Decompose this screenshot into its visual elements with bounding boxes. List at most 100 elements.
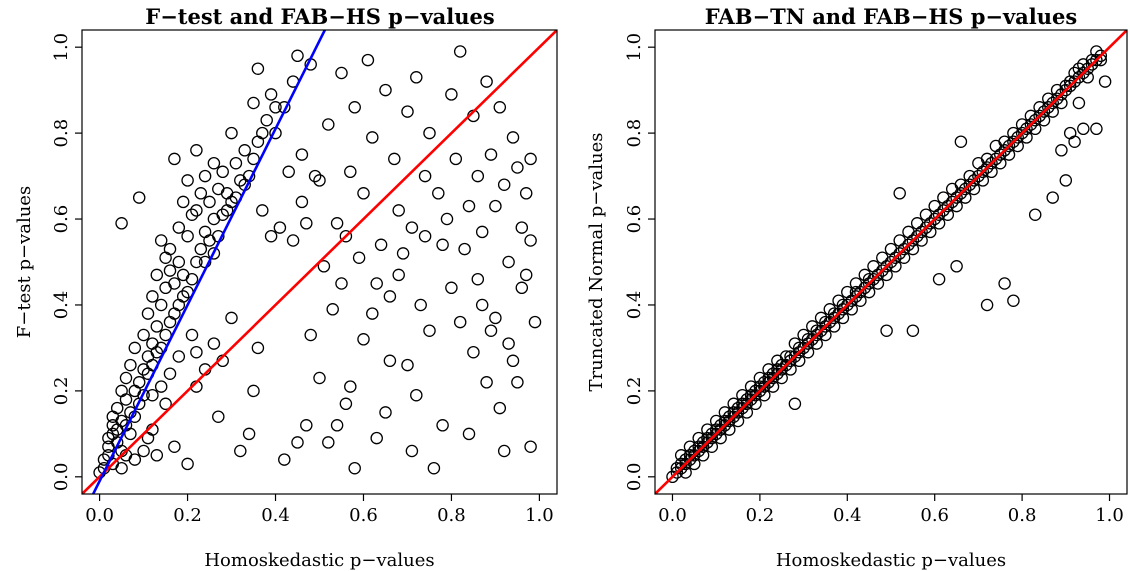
scatter-point	[937, 191, 950, 204]
scatter-point	[225, 195, 238, 209]
scatter-point	[106, 410, 120, 423]
scatter-point	[410, 388, 423, 402]
scatter-point	[348, 101, 361, 114]
scatter-point	[1042, 92, 1055, 105]
scatter-point	[497, 178, 511, 191]
scatter-point	[801, 345, 815, 359]
scatter-point	[330, 419, 344, 432]
scatter-point	[1028, 122, 1042, 136]
scatter-point	[985, 156, 998, 170]
scatter-point	[172, 350, 186, 363]
scatter-point	[304, 328, 317, 342]
x-axis-label: Homoskedastic p−values	[204, 550, 434, 571]
scatter-point	[775, 371, 788, 385]
scatter-point	[1007, 294, 1020, 307]
plot-frame	[81, 29, 558, 495]
scatter-point	[814, 311, 828, 325]
y-tick-label: 0.4	[624, 291, 645, 320]
scatter-point	[220, 187, 234, 200]
scatter-point	[163, 315, 177, 329]
scatter-point	[317, 260, 331, 273]
scatter-point	[950, 199, 963, 213]
scatter-point	[714, 431, 727, 445]
scatter-point	[797, 328, 810, 342]
scatter-point	[484, 324, 498, 337]
scatter-point	[308, 169, 322, 183]
scatter-point	[110, 401, 124, 415]
scatter-point	[511, 376, 524, 389]
scatter-point	[366, 307, 379, 320]
scatter-point	[489, 311, 502, 325]
scatter-point	[972, 156, 985, 170]
scatter-point	[1059, 174, 1073, 187]
scatter-point	[383, 290, 397, 303]
scatter-point	[731, 414, 745, 428]
scatter-point	[902, 225, 915, 239]
scatter-point	[330, 217, 344, 230]
scatter-point	[335, 277, 348, 290]
scatter-point	[806, 320, 819, 333]
scatter-point	[154, 380, 168, 393]
scatter-point	[344, 380, 357, 393]
scatter-point	[1090, 53, 1103, 67]
scatter-point	[967, 174, 981, 187]
scatter-point	[128, 453, 142, 466]
scatter-point	[1063, 79, 1077, 93]
scatter-point	[370, 431, 383, 445]
scatter-point	[810, 337, 823, 350]
x-tick-label: 0.0	[85, 505, 114, 526]
scatter-point	[524, 152, 537, 166]
scatter-point	[1015, 118, 1029, 131]
y-tick-label: 0.0	[51, 462, 72, 491]
scatter-point	[744, 380, 758, 393]
scatter-point	[449, 152, 463, 166]
scatter-point	[1011, 131, 1024, 144]
scatter-point	[1072, 96, 1086, 110]
scatter-point	[190, 345, 203, 359]
scatter-point	[462, 199, 476, 213]
scatter-point	[998, 277, 1011, 290]
scatter-point	[511, 161, 524, 174]
scatter-point	[423, 126, 436, 140]
scatter-point	[194, 242, 208, 256]
scatter-point	[876, 251, 889, 264]
scatter-point	[453, 315, 467, 329]
scatter-point	[146, 290, 159, 303]
scatter-point	[954, 135, 968, 148]
left-scatter-panel: F−test and FAB−HS p−values 0.0 0.2 0.4 0.6 0.…	[14, 4, 558, 571]
scatter-point	[1037, 113, 1051, 127]
scatter-point	[418, 229, 432, 243]
scatter-point	[119, 393, 133, 406]
scatter-point	[322, 118, 335, 131]
scatter-point	[502, 337, 515, 350]
scatter-point	[128, 341, 142, 355]
scatter-point	[168, 440, 181, 453]
scatter-point	[225, 126, 238, 140]
scatter-point	[216, 165, 229, 179]
y-tick-label: 1.0	[624, 33, 645, 62]
scatter-point	[845, 303, 858, 316]
scatter-point	[980, 298, 994, 312]
scatter-point	[941, 208, 955, 221]
scatter-point	[906, 242, 920, 256]
scatter-point	[119, 371, 133, 385]
scatter-point	[185, 328, 199, 342]
x-tick-label: 0.6	[920, 505, 949, 526]
x-tick-label: 0.8	[1008, 505, 1037, 526]
scatter-point	[405, 221, 419, 234]
scatter-point	[1063, 126, 1077, 140]
scatter-point	[880, 324, 893, 337]
scatter-point	[959, 182, 972, 196]
scatter-point	[823, 303, 837, 316]
scatter-point	[849, 277, 863, 290]
scatter-point	[524, 440, 537, 453]
scatter-point	[506, 131, 520, 144]
scatter-point	[124, 427, 137, 441]
scatter-point	[959, 191, 972, 204]
scatter-point	[515, 281, 529, 295]
scatter-point	[945, 182, 959, 196]
scatter-point	[1068, 135, 1081, 148]
scatter-point	[172, 221, 186, 234]
scatter-point	[1002, 148, 1016, 161]
scatter-points	[666, 45, 1112, 484]
